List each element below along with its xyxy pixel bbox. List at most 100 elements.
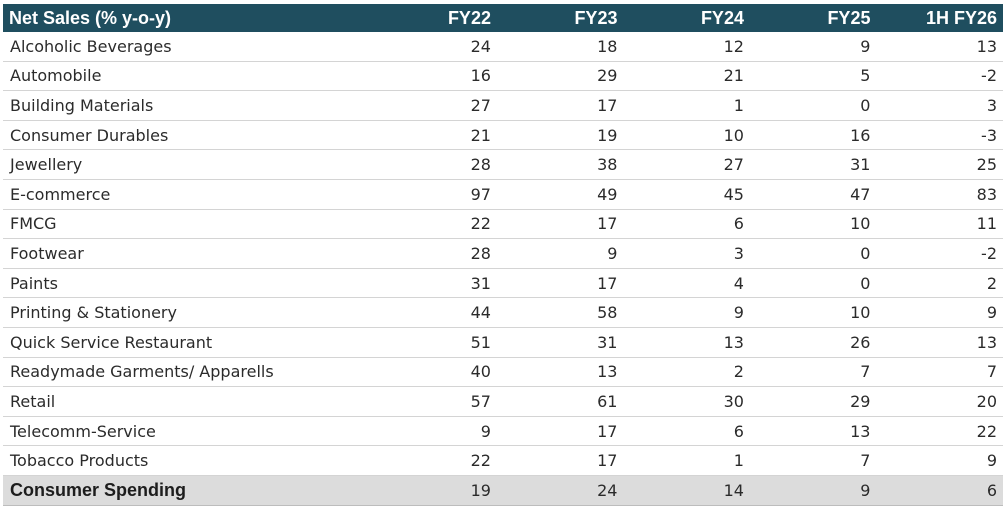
value-cell: 3 <box>623 238 750 269</box>
row-label: Footwear <box>3 238 371 269</box>
value-cell: 7 <box>749 357 877 388</box>
table-row: Quick Service Restaurant 51 31 13 26 13 <box>3 327 1003 358</box>
value-cell: 6 <box>623 209 750 240</box>
value-cell: 58 <box>496 297 624 328</box>
value-cell: 13 <box>876 327 1003 358</box>
value-cell: 22 <box>370 445 497 476</box>
row-label: E-commerce <box>3 179 371 210</box>
value-cell: 16 <box>749 120 877 151</box>
table-row: Telecomm-Service 9 17 6 13 22 <box>3 416 1003 447</box>
value-cell: 61 <box>496 386 624 417</box>
column-header: FY23 <box>496 4 624 32</box>
value-cell: 13 <box>749 416 877 447</box>
value-cell: 45 <box>623 179 750 210</box>
value-cell: 25 <box>876 149 1003 180</box>
table-row: E-commerce 97 49 45 47 83 <box>3 179 1003 210</box>
row-label: Building Materials <box>3 90 371 121</box>
value-cell: 4 <box>623 268 750 299</box>
value-cell: 16 <box>370 61 497 92</box>
row-label: Printing & Stationery <box>3 297 371 328</box>
row-label: Readymade Garments/ Apparells <box>3 357 371 388</box>
value-cell: 47 <box>749 179 877 210</box>
table-row: Jewellery 28 38 27 31 25 <box>3 149 1003 180</box>
column-header: FY22 <box>370 4 497 32</box>
value-cell: 9 <box>749 32 877 62</box>
value-cell: 9 <box>623 297 750 328</box>
value-cell: 11 <box>876 209 1003 240</box>
table-title: Net Sales (% y-o-y) <box>3 4 371 32</box>
row-label: Automobile <box>3 61 371 92</box>
value-cell: 31 <box>370 268 497 299</box>
value-cell: 17 <box>496 416 624 447</box>
value-cell: 17 <box>496 268 624 299</box>
row-label: Consumer Durables <box>3 120 371 151</box>
value-cell: -2 <box>876 238 1003 269</box>
value-cell: 0 <box>749 238 877 269</box>
value-cell: 49 <box>496 179 624 210</box>
value-cell: 18 <box>496 32 624 62</box>
value-cell: 28 <box>370 149 497 180</box>
column-header: FY25 <box>749 4 877 32</box>
value-cell: 19 <box>496 120 624 151</box>
table-row: Footwear 28 9 3 0 -2 <box>3 238 1003 269</box>
row-label: Quick Service Restaurant <box>3 327 371 358</box>
table-row: Alcoholic Beverages 24 18 12 9 13 <box>3 32 1003 62</box>
value-cell: 2 <box>623 357 750 388</box>
table-row: Printing & Stationery 44 58 9 10 9 <box>3 297 1003 328</box>
value-cell: 29 <box>749 386 877 417</box>
value-cell: 22 <box>370 209 497 240</box>
value-cell: 2 <box>876 268 1003 299</box>
value-cell: 0 <box>749 268 877 299</box>
value-cell: 17 <box>496 209 624 240</box>
table-row: Paints 31 17 4 0 2 <box>3 268 1003 299</box>
value-cell: 14 <box>623 475 750 506</box>
table-row: FMCG 22 17 6 10 11 <box>3 209 1003 240</box>
total-label: Consumer Spending <box>3 475 371 506</box>
value-cell: 97 <box>370 179 497 210</box>
value-cell: 9 <box>370 416 497 447</box>
value-cell: 17 <box>496 90 624 121</box>
value-cell: 27 <box>370 90 497 121</box>
value-cell: 40 <box>370 357 497 388</box>
column-header: 1H FY26 <box>876 4 1003 32</box>
value-cell: 38 <box>496 149 624 180</box>
header-row: Net Sales (% y-o-y) FY22 FY23 FY24 FY25 … <box>3 4 1003 32</box>
table-row: Readymade Garments/ Apparells 40 13 2 7 7 <box>3 357 1003 388</box>
value-cell: 13 <box>496 357 624 388</box>
value-cell: 51 <box>370 327 497 358</box>
value-cell: 21 <box>370 120 497 151</box>
value-cell: -2 <box>876 61 1003 92</box>
value-cell: 57 <box>370 386 497 417</box>
row-label: Telecomm-Service <box>3 416 371 447</box>
value-cell: 24 <box>496 475 624 506</box>
table-row: Tobacco Products 22 17 1 7 9 <box>3 445 1003 476</box>
value-cell: 1 <box>623 90 750 121</box>
value-cell: 22 <box>876 416 1003 447</box>
table-row: Building Materials 27 17 1 0 3 <box>3 90 1003 121</box>
total-row: Consumer Spending 19 24 14 9 6 <box>3 475 1003 506</box>
row-label: Alcoholic Beverages <box>3 32 371 62</box>
value-cell: 6 <box>623 416 750 447</box>
value-cell: 10 <box>749 297 877 328</box>
value-cell: 7 <box>876 357 1003 388</box>
value-cell: 31 <box>496 327 624 358</box>
value-cell: 31 <box>749 149 877 180</box>
value-cell: 83 <box>876 179 1003 210</box>
table-row: Retail 57 61 30 29 20 <box>3 386 1003 417</box>
table-body: Alcoholic Beverages 24 18 12 9 13 Automobile 16… <box>3 32 1003 506</box>
value-cell: 21 <box>623 61 750 92</box>
value-cell: 20 <box>876 386 1003 417</box>
value-cell: 0 <box>749 90 877 121</box>
value-cell: 1 <box>623 445 750 476</box>
value-cell: 7 <box>749 445 877 476</box>
row-label: FMCG <box>3 209 371 240</box>
value-cell: 24 <box>370 32 497 62</box>
value-cell: 30 <box>623 386 750 417</box>
table-row: Consumer Durables 21 19 10 16 -3 <box>3 120 1003 151</box>
row-label: Paints <box>3 268 371 299</box>
table-row: Automobile 16 29 21 5 -2 <box>3 61 1003 92</box>
row-label: Jewellery <box>3 149 371 180</box>
value-cell: 10 <box>749 209 877 240</box>
value-cell: 17 <box>496 445 624 476</box>
value-cell: 5 <box>749 61 877 92</box>
